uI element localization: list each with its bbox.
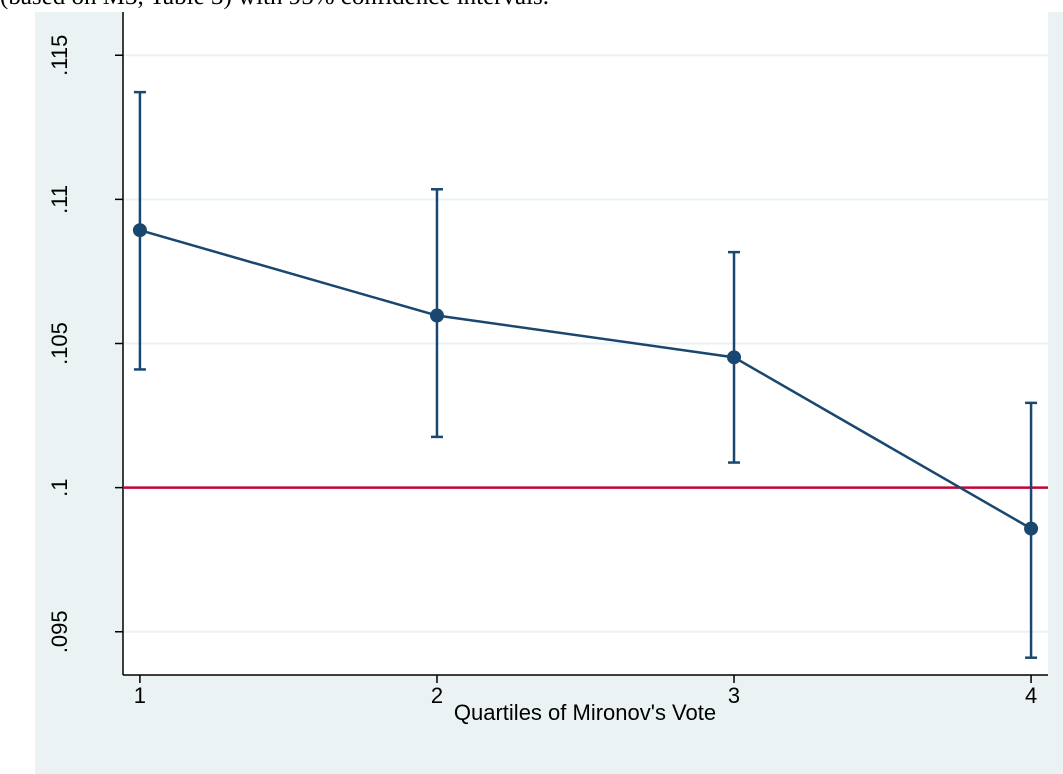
x-axis-label: Quartiles of Mironov's Vote (454, 700, 716, 725)
y-tick-label: .095 (47, 610, 72, 653)
y-tick-label: .115 (47, 35, 72, 76)
y-tick-label: .11 (47, 185, 72, 214)
x-tick-label: 2 (431, 683, 443, 708)
x-tick-label: 3 (728, 683, 740, 708)
point (1024, 521, 1039, 536)
point (727, 350, 742, 365)
x-tick-label: 4 (1025, 683, 1037, 708)
series-line (139, 229, 1032, 530)
caption: (based on M3, Table 3) with 95% confiden… (0, 0, 549, 10)
point (132, 223, 147, 238)
x-tick-label: 1 (134, 683, 146, 708)
y-tick-label: .105 (47, 322, 72, 365)
point (429, 308, 444, 323)
y-tick-label: .1 (47, 478, 72, 496)
